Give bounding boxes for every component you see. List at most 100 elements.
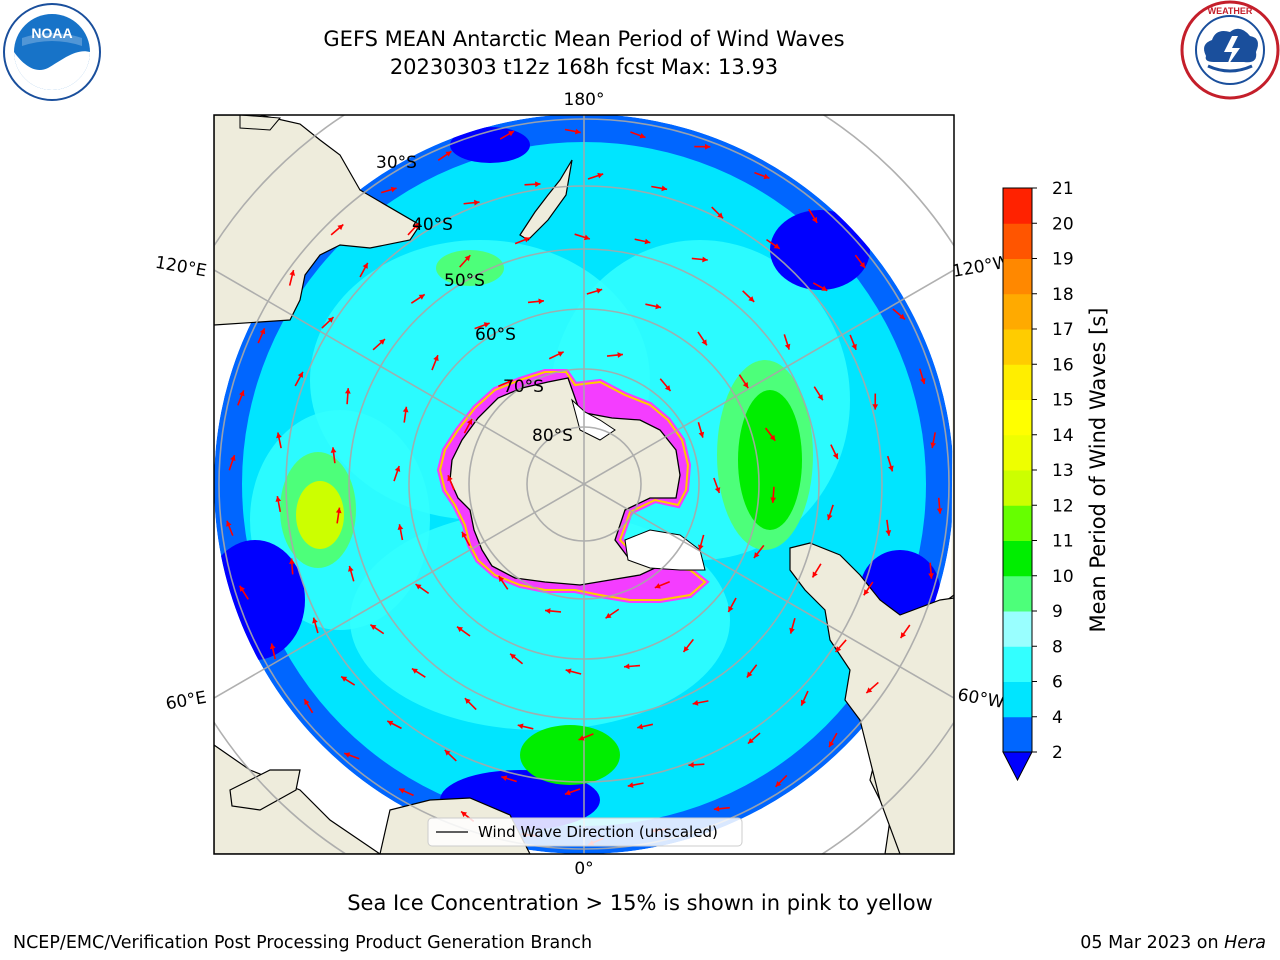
wave-direction-arrowhead bbox=[832, 453, 839, 460]
colorbar-tick-label: 19 bbox=[1052, 250, 1074, 270]
colorbar-label: Mean Period of Wind Waves [s] bbox=[1086, 307, 1110, 633]
chart-title: GEFS MEAN Antarctic Mean Period of Wind … bbox=[323, 27, 845, 51]
wave-direction-arrowhead bbox=[605, 612, 612, 619]
parallel-label: 50°S bbox=[444, 271, 485, 291]
colorbar-tick-label: 21 bbox=[1052, 179, 1074, 199]
colorbar-bin bbox=[1003, 258, 1032, 295]
antarctica-landmass bbox=[449, 377, 681, 586]
wave-direction-arrowhead bbox=[337, 224, 344, 231]
colorbar-tick-label: 17 bbox=[1052, 320, 1074, 340]
wave-direction-arrowhead bbox=[688, 762, 694, 768]
map-panel bbox=[214, 115, 954, 854]
wave-direction-arrowhead bbox=[341, 676, 348, 682]
colorbar-tick-label: 12 bbox=[1052, 496, 1074, 516]
wave-direction-arrowhead bbox=[444, 749, 451, 756]
meridian-label: 0° bbox=[574, 859, 593, 879]
wave-direction-arrowhead bbox=[930, 442, 936, 449]
wave-direction-arrowhead bbox=[763, 173, 770, 180]
meridian-label: 180° bbox=[564, 90, 605, 110]
wave-direction-arrowhead bbox=[461, 811, 467, 818]
wave-direction-arrowhead bbox=[702, 256, 708, 263]
noaa-logo-icon: NOAA bbox=[3, 3, 101, 101]
wave-direction-arrowhead bbox=[370, 624, 377, 631]
colorbar-bin bbox=[1003, 223, 1032, 259]
wave-direction-arrowhead bbox=[714, 487, 721, 494]
wave-direction-arrowhead bbox=[413, 223, 419, 229]
wave-direction-arrowhead bbox=[564, 789, 571, 796]
wave-direction-arrowhead bbox=[928, 573, 934, 579]
wave-direction-arrowhead bbox=[701, 339, 707, 346]
wave-direction-arrowhead bbox=[411, 668, 418, 674]
period-12-13-region bbox=[296, 481, 344, 549]
wave-direction-arrowhead bbox=[330, 447, 337, 453]
colorbar-tick-label: 8 bbox=[1052, 637, 1063, 657]
colorbar-tick-label: 15 bbox=[1052, 391, 1074, 411]
wave-direction-arrowhead bbox=[445, 151, 452, 157]
colorbar-bin bbox=[1003, 188, 1032, 224]
wave-direction-arrowhead bbox=[269, 643, 276, 650]
colorbar-bin bbox=[1003, 505, 1032, 541]
colorbar-tick-label: 14 bbox=[1052, 426, 1074, 446]
wave-direction-arrowhead bbox=[728, 606, 734, 613]
wave-direction-arrowhead bbox=[538, 298, 544, 305]
wave-direction-arrowhead bbox=[327, 317, 334, 323]
colorbar-bin bbox=[1003, 575, 1032, 612]
wave-direction-arrowhead bbox=[624, 663, 630, 670]
wave-direction-arrowhead bbox=[418, 294, 425, 300]
wave-direction-arrowhead bbox=[390, 186, 397, 193]
sea-ice-inner-edge bbox=[438, 371, 707, 601]
wave-direction-arrowhead bbox=[742, 382, 749, 389]
wave-direction-arrowhead bbox=[501, 775, 508, 782]
map-frame bbox=[213, 114, 955, 855]
colorbar-tick-label: 4 bbox=[1052, 708, 1063, 728]
wave-direction-arrowhead bbox=[276, 432, 282, 439]
colorbar-tick-label: 9 bbox=[1052, 602, 1063, 622]
wave-direction-arrowhead bbox=[524, 237, 530, 243]
wave-direction-arrowhead bbox=[698, 431, 705, 438]
wave-direction-arrowhead bbox=[397, 524, 404, 530]
wave-direction-arrowhead bbox=[394, 466, 401, 472]
wave-direction-arrowhead bbox=[859, 262, 866, 268]
wave-direction-arrowhead bbox=[851, 343, 857, 350]
colorbar-bin bbox=[1003, 681, 1032, 718]
madagascar-landmass bbox=[229, 769, 301, 811]
wave-direction-arrowhead bbox=[747, 737, 754, 744]
wave-direction-arrowhead bbox=[827, 514, 833, 521]
wave-direction-arrowhead bbox=[464, 698, 471, 704]
wave-direction-arrowhead bbox=[289, 558, 295, 564]
wave-direction-arrowhead bbox=[683, 646, 690, 653]
wave-direction-arrowhead bbox=[457, 626, 463, 633]
wave-direction-arrowhead bbox=[692, 700, 699, 706]
wave-direction-arrowhead bbox=[888, 465, 894, 472]
wave-direction-arrowhead bbox=[275, 496, 282, 502]
wave-direction-arrowhead bbox=[746, 671, 753, 678]
colorbar-bin bbox=[1003, 646, 1032, 682]
wave-direction-arrowhead bbox=[510, 653, 517, 660]
wave-direction-arrowhead bbox=[829, 741, 835, 748]
wave-direction-arrowhead bbox=[597, 172, 604, 179]
wave-direction-arrowhead bbox=[239, 585, 245, 592]
wave-direction-arrowhead bbox=[639, 133, 646, 139]
svg-text:NOAA: NOAA bbox=[31, 25, 72, 41]
colorbar-under-triangle bbox=[1002, 751, 1033, 782]
wave-direction-arrowhead bbox=[517, 723, 524, 730]
wave-direction-arrowhead bbox=[617, 352, 623, 358]
colorbar-tick-label: 13 bbox=[1052, 461, 1074, 481]
wave-direction-arrowhead bbox=[899, 313, 906, 320]
wave-direction-arrowhead bbox=[655, 303, 662, 310]
colorbar-tick-label: 10 bbox=[1052, 567, 1074, 587]
legend-label: Wind Wave Direction (unscaled) bbox=[478, 823, 718, 841]
wave-direction-arrowhead bbox=[473, 199, 480, 206]
meridian-label: 120°W bbox=[951, 252, 1012, 282]
wave-direction-arrowhead bbox=[637, 723, 643, 730]
wave-direction-arrowhead bbox=[574, 128, 581, 135]
wave-direction-arrowhead bbox=[717, 212, 724, 219]
colorbar-tick-label: 11 bbox=[1052, 532, 1074, 552]
wave-direction-arrowhead bbox=[447, 475, 453, 482]
wave-direction-arrowhead bbox=[920, 378, 926, 385]
nws-logo-icon: WEATHER bbox=[1180, 0, 1280, 100]
wave-direction-arrowhead bbox=[936, 508, 943, 514]
wave-direction-arrowhead bbox=[584, 234, 590, 241]
wave-direction-arrowhead bbox=[230, 455, 236, 462]
